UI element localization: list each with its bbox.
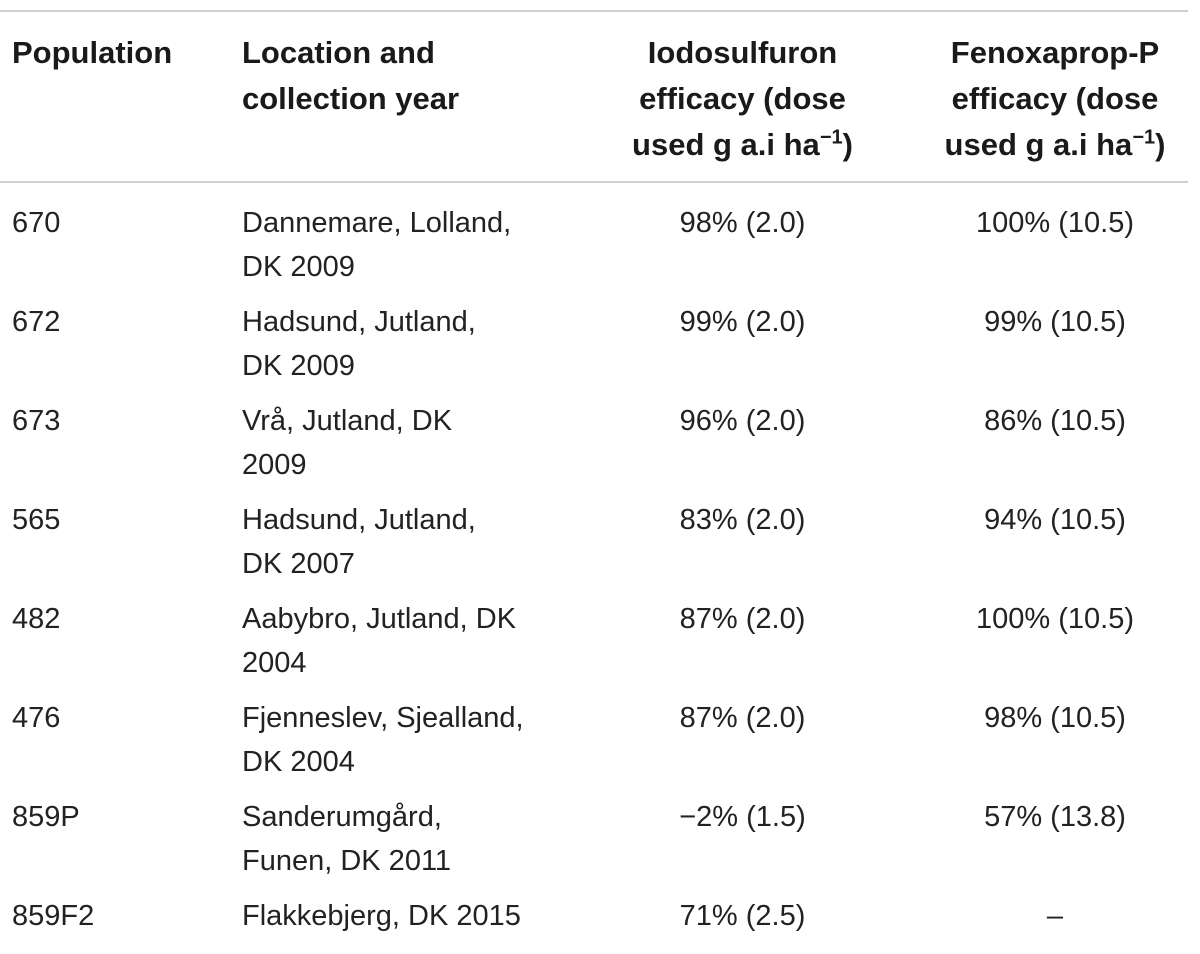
cell-iodosulfuron: 71% (2.5) [679, 900, 806, 932]
cell-location-line1: Aabybro, Jutland, DK [242, 603, 517, 635]
cell-location: Vrå, Jutland, DK 2009 [242, 399, 582, 487]
cell-location-line2: Funen, DK 2011 [242, 845, 452, 877]
table-row: 672 Hadsund, Jutland, DK 2009 99% (2.0) … [0, 300, 1188, 399]
cell-population: 859F2 [12, 900, 95, 932]
header-feno-unit: used g a.i ha [944, 127, 1133, 162]
cell-fenoxaprop: – [1046, 900, 1064, 932]
cell-location-line2: 2004 [242, 647, 307, 679]
cell-population: 670 [12, 207, 61, 239]
cell-location-line1: Vrå, Jutland, DK [242, 405, 453, 437]
table-row: 859P Sanderumgård, Funen, DK 2011 −2% (1… [0, 795, 1188, 894]
header-population-text: Population [12, 35, 173, 70]
table-body: 670 Dannemare, Lolland, DK 2009 98% (2.0… [0, 201, 1188, 954]
cell-iodosulfuron: 99% (2.0) [679, 306, 806, 338]
cell-fenoxaprop: 94% (10.5) [984, 504, 1126, 536]
cell-location: Sanderumgård, Funen, DK 2011 [242, 795, 582, 883]
cell-fenoxaprop: 57% (13.8) [984, 801, 1126, 833]
table-top-rule [0, 10, 1188, 12]
table-header-rule [0, 181, 1188, 183]
cell-iodosulfuron: 98% (2.0) [679, 207, 806, 239]
cell-location: Fjenneslev, Sjealland, DK 2004 [242, 696, 582, 784]
table-row: 670 Dannemare, Lolland, DK 2009 98% (2.0… [0, 201, 1188, 300]
table-row: 673 Vrå, Jutland, DK 2009 96% (2.0) 86% … [0, 399, 1188, 498]
header-feno-exponent: −1 [1132, 126, 1156, 149]
cell-location-line1: Sanderumgård, [242, 801, 442, 833]
table-row: 859F2 Flakkebjerg, DK 2015 71% (2.5) – [0, 894, 1188, 954]
cell-location-line1: Flakkebjerg, DK 2015 [242, 900, 521, 932]
cell-iodosulfuron: 87% (2.0) [679, 702, 806, 734]
cell-fenoxaprop: 99% (10.5) [984, 306, 1126, 338]
table-row: 476 Fjenneslev, Sjealland, DK 2004 87% (… [0, 696, 1188, 795]
cell-population: 565 [12, 504, 61, 536]
cell-fenoxaprop: 98% (10.5) [984, 702, 1126, 734]
cell-location: Hadsund, Jutland, DK 2009 [242, 300, 582, 388]
cell-location: Flakkebjerg, DK 2015 [242, 894, 582, 938]
cell-population: 859P [12, 801, 80, 833]
table-header-row: Population Location and collection year … [0, 30, 1188, 170]
header-iodosulfuron: Iodosulfuron efficacy (dose used g a.i h… [600, 30, 885, 168]
header-fenoxaprop: Fenoxaprop-P efficacy (dose used g a.i h… [925, 30, 1185, 168]
header-feno-line1: Fenoxaprop-P [950, 35, 1160, 70]
cell-population: 476 [12, 702, 61, 734]
cell-location: Hadsund, Jutland, DK 2007 [242, 498, 582, 586]
cell-location-line1: Hadsund, Jutland, [242, 504, 476, 536]
cell-iodosulfuron: 96% (2.0) [679, 405, 806, 437]
header-iodo-unit: used g a.i ha [632, 127, 820, 162]
cell-location-line1: Dannemare, Lolland, [242, 207, 512, 239]
cell-population: 672 [12, 306, 61, 338]
header-iodo-line1: Iodosulfuron [647, 35, 838, 70]
cell-iodosulfuron: −2% (1.5) [679, 801, 806, 833]
header-iodo-close: ) [842, 127, 853, 162]
cell-location-line1: Fjenneslev, Sjealland, [242, 702, 524, 734]
cell-population: 482 [12, 603, 61, 635]
cell-location: Aabybro, Jutland, DK 2004 [242, 597, 582, 685]
header-iodo-line2: efficacy (dose [639, 81, 846, 116]
cell-location-line2: 2009 [242, 449, 307, 481]
table-row: 482 Aabybro, Jutland, DK 2004 87% (2.0) … [0, 597, 1188, 696]
cell-fenoxaprop: 86% (10.5) [984, 405, 1126, 437]
cell-location: Dannemare, Lolland, DK 2009 [242, 201, 582, 289]
header-iodo-line3: used g a.i ha−1) [600, 122, 885, 168]
header-location-line1: Location and [242, 35, 435, 70]
cell-location-line2: DK 2009 [242, 350, 355, 382]
cell-iodosulfuron: 87% (2.0) [679, 603, 806, 635]
header-location-line2: collection year [242, 81, 460, 116]
cell-location-line1: Hadsund, Jutland, [242, 306, 476, 338]
header-iodo-exponent: −1 [819, 126, 843, 149]
header-feno-close: ) [1155, 127, 1166, 162]
cell-location-line2: DK 2009 [242, 251, 355, 283]
cell-fenoxaprop: 100% (10.5) [976, 207, 1134, 239]
header-location: Location and collection year [242, 30, 602, 122]
cell-fenoxaprop: 100% (10.5) [976, 603, 1134, 635]
header-feno-line2: efficacy (dose [951, 81, 1159, 116]
table-row: 565 Hadsund, Jutland, DK 2007 83% (2.0) … [0, 498, 1188, 597]
header-feno-line3: used g a.i ha−1) [925, 122, 1185, 168]
cell-iodosulfuron: 83% (2.0) [679, 504, 806, 536]
cell-location-line2: DK 2004 [242, 746, 355, 778]
header-population: Population [12, 30, 222, 76]
cell-location-line2: DK 2007 [242, 548, 355, 580]
cell-population: 673 [12, 405, 61, 437]
